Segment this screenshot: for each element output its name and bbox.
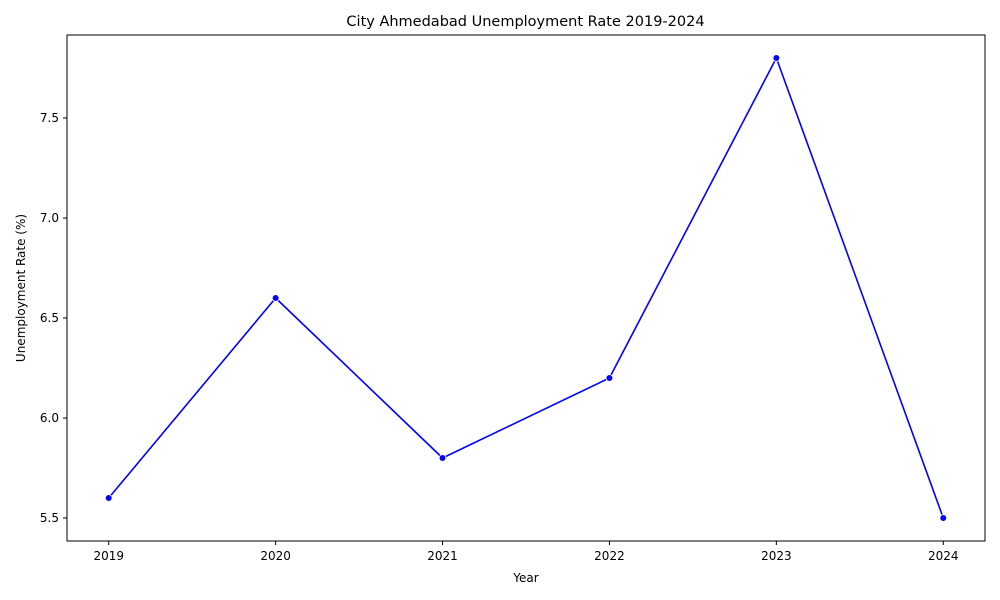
data-point xyxy=(104,494,113,502)
x-tick-label: 2023 xyxy=(761,549,792,563)
x-tick-label: 2019 xyxy=(93,549,124,563)
plot-area xyxy=(67,35,985,541)
data-point xyxy=(271,294,280,302)
x-tick-label: 2020 xyxy=(260,549,291,563)
series-layer xyxy=(104,54,948,522)
y-tick-label: 7.0 xyxy=(40,211,59,225)
y-tick-label: 7.5 xyxy=(40,111,59,125)
series-line xyxy=(108,57,945,519)
y-axis-label: Unemployment Rate (%) xyxy=(14,214,28,362)
x-tick-label: 2024 xyxy=(928,549,959,563)
plot-frame xyxy=(66,34,986,542)
y-tick-label: 6.0 xyxy=(40,411,59,425)
x-tick-label: 2021 xyxy=(427,549,458,563)
chart-title: City Ahmedabad Unemployment Rate 2019-20… xyxy=(346,14,704,30)
y-axis-ticks: 5.5 6.0 6.5 7.0 7.5 xyxy=(40,111,67,525)
x-axis-label: Year xyxy=(512,571,538,585)
data-point xyxy=(605,374,614,382)
x-tick-label: 2022 xyxy=(594,549,625,563)
data-point xyxy=(939,514,948,522)
y-tick-label: 5.5 xyxy=(40,511,59,525)
data-point xyxy=(772,54,781,62)
x-axis-ticks: 2019 2020 2021 2022 2023 2024 xyxy=(93,541,959,563)
data-point xyxy=(438,454,447,462)
y-tick-label: 6.5 xyxy=(40,311,59,325)
